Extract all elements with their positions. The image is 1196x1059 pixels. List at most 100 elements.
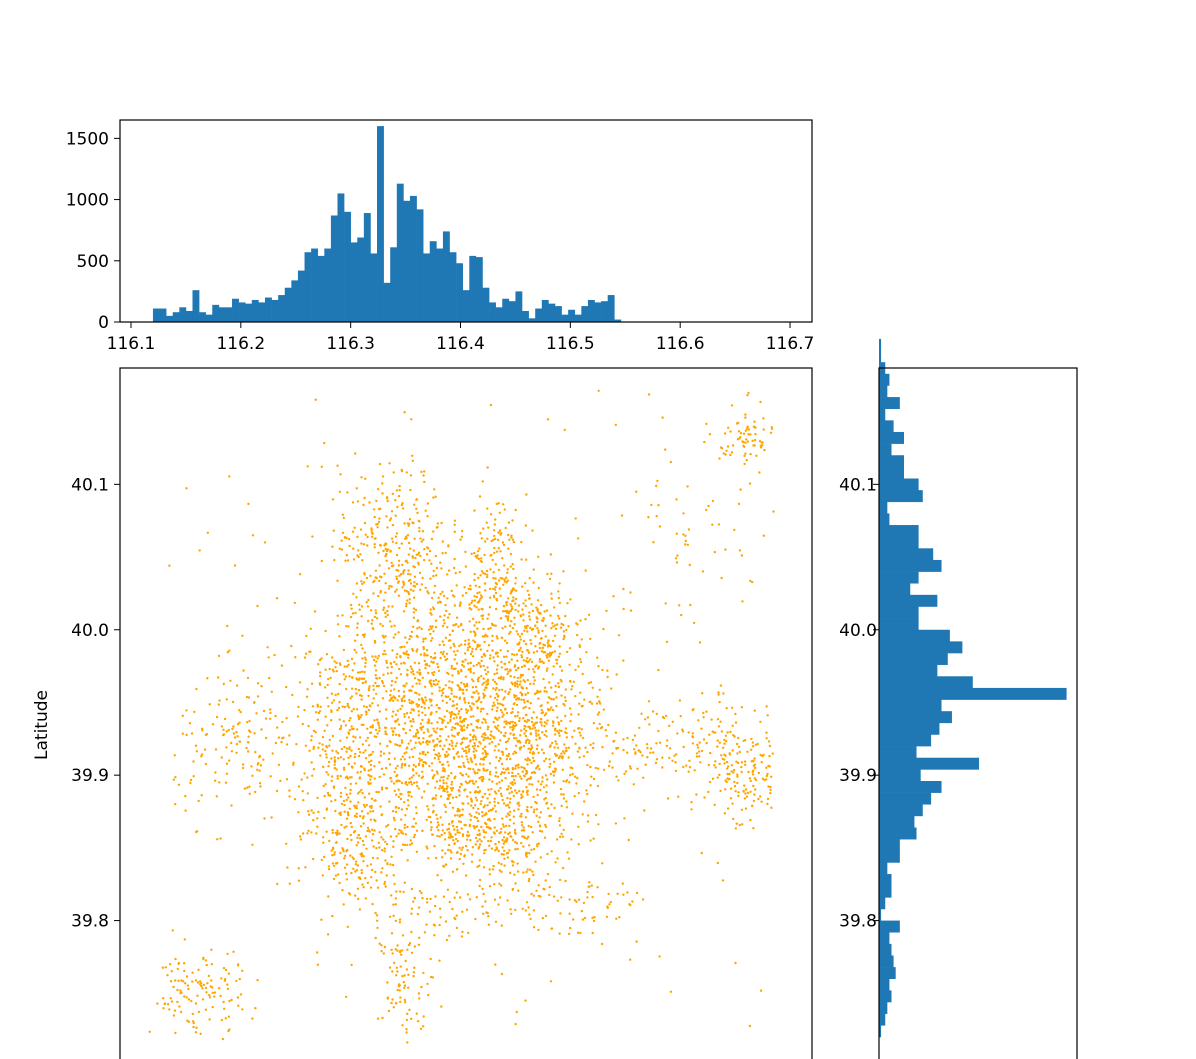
scatter-point [269,711,272,715]
scatter-point [546,719,549,722]
scatter-point [532,759,536,763]
scatter-point [570,838,573,841]
scatter-point [532,848,536,851]
scatter-point [428,664,431,668]
scatter-point [371,627,374,630]
scatter-point [744,452,747,455]
scatter-point [390,948,393,952]
scatter-point [430,722,433,725]
scatter-point [716,776,719,779]
scatter-point [464,844,468,848]
scatter-point [548,696,551,699]
scatter-point [418,757,421,760]
scatter-point [488,778,491,781]
scatter-point [482,717,485,721]
scatter-point [288,734,291,737]
scatter-point [520,812,523,816]
scatter-point [719,789,722,793]
scatter-point [528,739,531,742]
scatter-point [498,688,501,692]
scatter-point [682,745,685,749]
scatter-point [392,471,395,474]
scatter-point [536,608,539,611]
scatter-point [441,748,445,751]
scatter-point [587,885,590,888]
scatter-point [316,951,319,954]
histogram-bar [879,350,882,363]
scatter-point [521,770,524,773]
scatter-point [478,585,481,589]
scatter-point [414,556,417,560]
scatter-point [420,726,423,729]
scatter-point [328,839,331,843]
scatter-point [415,507,418,511]
scatter-point [371,702,374,705]
scatter-point [412,616,416,619]
scatter-point [565,806,569,809]
scatter-point [759,989,763,992]
scatter-point [551,622,554,625]
scatter-point [483,582,487,585]
scatter-point [728,752,731,755]
scatter-point [465,751,468,755]
scatter-point [549,708,552,711]
scatter-point [372,684,375,687]
scatter-point [423,790,426,793]
scatter-point [743,462,746,466]
scatter-point [503,580,507,583]
scatter-point [411,670,415,673]
scatter-point [403,715,406,718]
scatter-point [726,767,729,770]
scatter-point [342,720,345,723]
scatter-point [210,979,213,982]
scatter-point [564,688,567,691]
scatter-point [535,606,538,609]
scatter-point [319,674,322,678]
scatter-point [496,718,499,721]
scatter-point [444,852,447,855]
scatter-point [500,870,503,873]
histogram-bar [258,302,266,322]
scatter-point [751,741,754,744]
scatter-point [323,855,326,859]
scatter-point [467,767,470,770]
scatter-point [738,823,741,827]
scatter-point [448,613,451,616]
scatter-point [756,742,759,746]
scatter-point [596,727,599,730]
scatter-point [410,630,414,634]
scatter-point [508,661,511,664]
scatter-point [211,991,214,995]
scatter-point [537,928,540,932]
scatter-point [368,685,371,688]
scatter-point [494,563,497,566]
scatter-point [416,784,419,788]
scatter-point [407,592,411,596]
scatter-point [642,776,645,779]
scatter-point [477,557,481,561]
scatter-point [456,839,459,843]
scatter-point [492,624,495,627]
histogram-bar [475,257,483,322]
scatter-point [185,996,188,999]
scatter-point [391,998,394,1001]
scatter-point [494,920,498,923]
scatter-point [450,744,454,747]
scatter-point [453,523,456,526]
scatter-point [375,879,378,882]
scatter-point [481,480,484,483]
scatter-point [467,802,470,805]
scatter-point [405,1031,408,1034]
scatter-point [484,721,487,724]
scatter-point [334,831,337,835]
histogram-bar [879,932,890,945]
scatter-point [520,841,523,845]
scatter-point [399,797,403,801]
scatter-point [407,794,410,797]
scatter-point [452,642,455,646]
scatter-point [436,874,439,877]
scatter-point [232,732,236,735]
scatter-point [524,741,528,744]
scatter-point [374,681,377,685]
scatter-point [366,605,370,608]
